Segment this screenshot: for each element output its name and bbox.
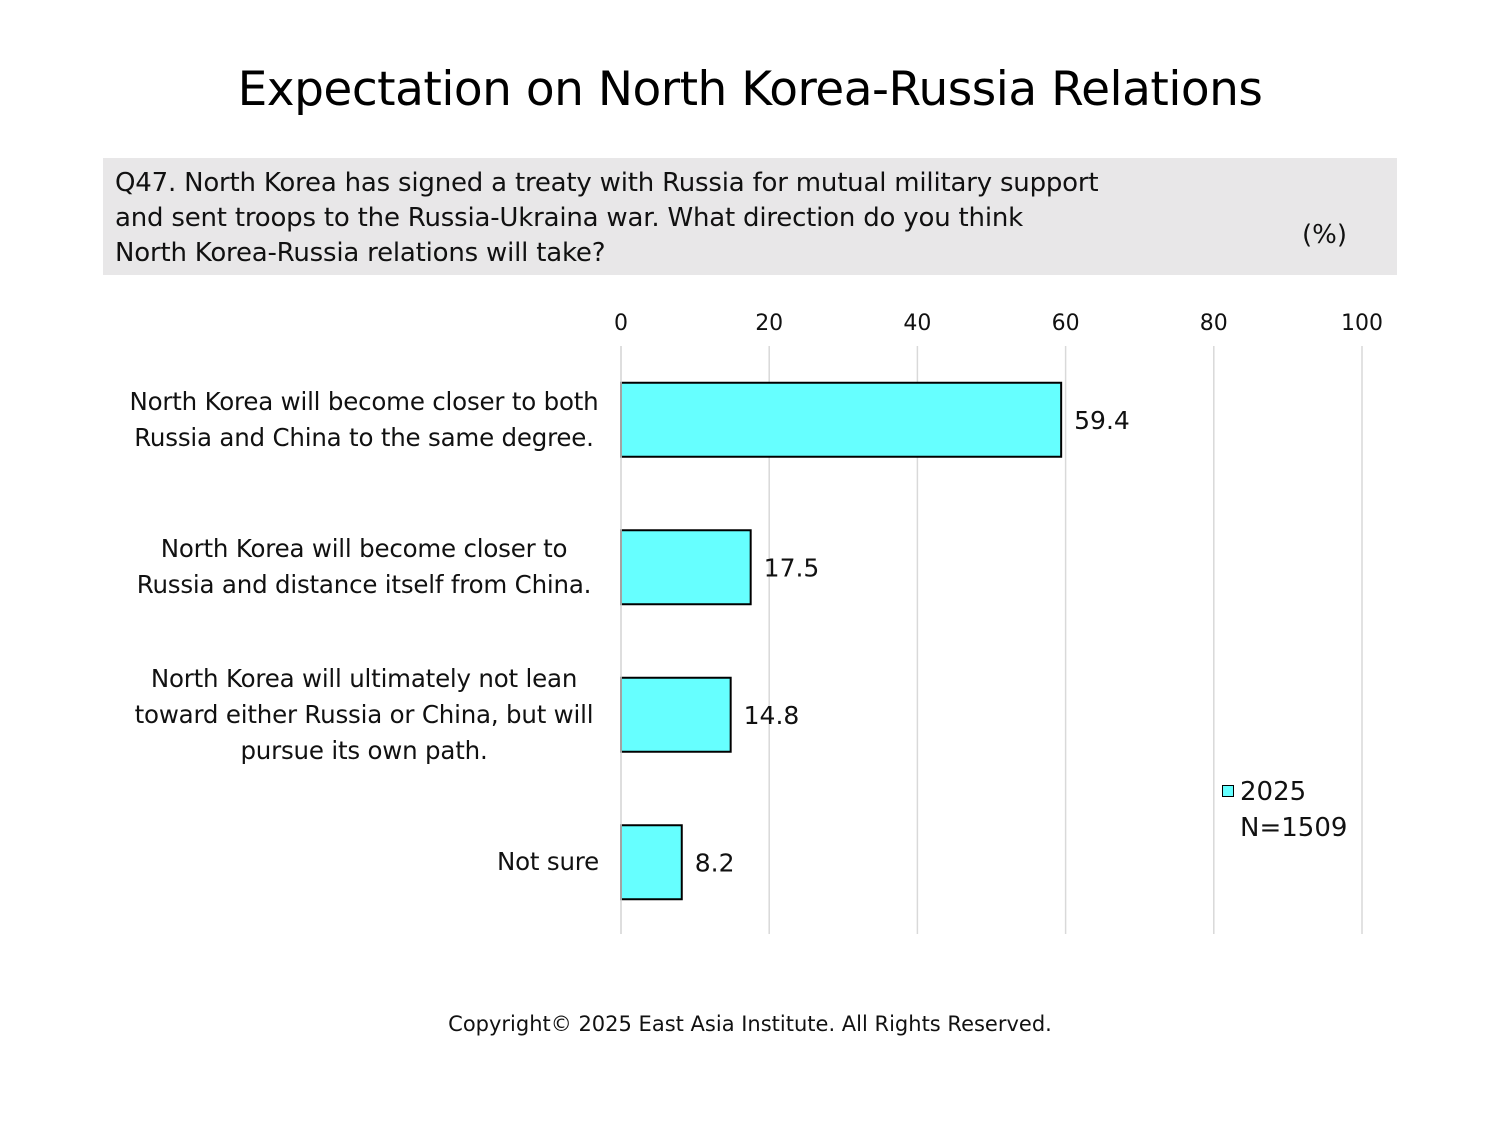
x-tick-label: 80 bbox=[1200, 311, 1228, 336]
category-label-line: pursue its own path. bbox=[240, 735, 488, 765]
unit-label: (%) bbox=[1302, 220, 1347, 250]
legend-sample-size: N=1509 bbox=[1240, 813, 1348, 843]
question-box: Q47. North Korea has signed a treaty wit… bbox=[103, 158, 1397, 275]
x-tick-label: 20 bbox=[755, 311, 783, 336]
question-text: Q47. North Korea has signed a treaty wit… bbox=[115, 166, 1155, 271]
category-label-line: Russia and China to the same degree. bbox=[134, 422, 594, 452]
bar bbox=[620, 824, 683, 901]
category-label-line: North Korea will become closer to bbox=[160, 534, 568, 564]
bar bbox=[620, 381, 1063, 458]
chart-title: Expectation on North Korea-Russia Relati… bbox=[237, 62, 1263, 117]
category-label: North Korea will ultimately not lean towa… bbox=[108, 661, 620, 769]
bar bbox=[620, 529, 752, 606]
category-label: North Korea will become closer to both Ru… bbox=[108, 384, 620, 456]
data-label: 8.2 bbox=[695, 848, 735, 877]
x-tick-label: 100 bbox=[1341, 311, 1383, 336]
category-label: North Korea will become closer to Russia … bbox=[108, 531, 620, 603]
x-tick-label: 60 bbox=[1052, 311, 1080, 336]
copyright: Copyright© 2025 East Asia Institute. All… bbox=[448, 1012, 1052, 1036]
legend-swatch bbox=[1222, 785, 1234, 797]
question-line: and sent troops to the Russia-Ukraina wa… bbox=[115, 203, 1023, 233]
legend-series-name: 2025 bbox=[1240, 777, 1307, 807]
category-label-line: Russia and distance itself from China. bbox=[136, 570, 592, 600]
x-tick-label: 0 bbox=[614, 311, 628, 336]
category-label-line: Not sure bbox=[496, 847, 599, 877]
data-label: 59.4 bbox=[1074, 406, 1130, 435]
x-tick-label: 40 bbox=[903, 311, 931, 336]
category-label-line: North Korea will become closer to both bbox=[129, 386, 599, 416]
bar-chart: 0 20 40 60 80 100 59.4 17.5 14.8 8.2 bbox=[614, 311, 1383, 934]
category-label: Not sure bbox=[99, 844, 599, 880]
question-line: North Korea-Russia relations will take? bbox=[115, 238, 606, 268]
data-label: 17.5 bbox=[764, 553, 820, 582]
category-label-line: North Korea will ultimately not lean bbox=[150, 663, 578, 693]
category-label-line: toward either Russia or China, but will bbox=[134, 699, 594, 729]
data-label: 14.8 bbox=[744, 701, 800, 730]
bar bbox=[620, 676, 732, 753]
question-line: Q47. North Korea has signed a treaty wit… bbox=[115, 168, 1099, 198]
